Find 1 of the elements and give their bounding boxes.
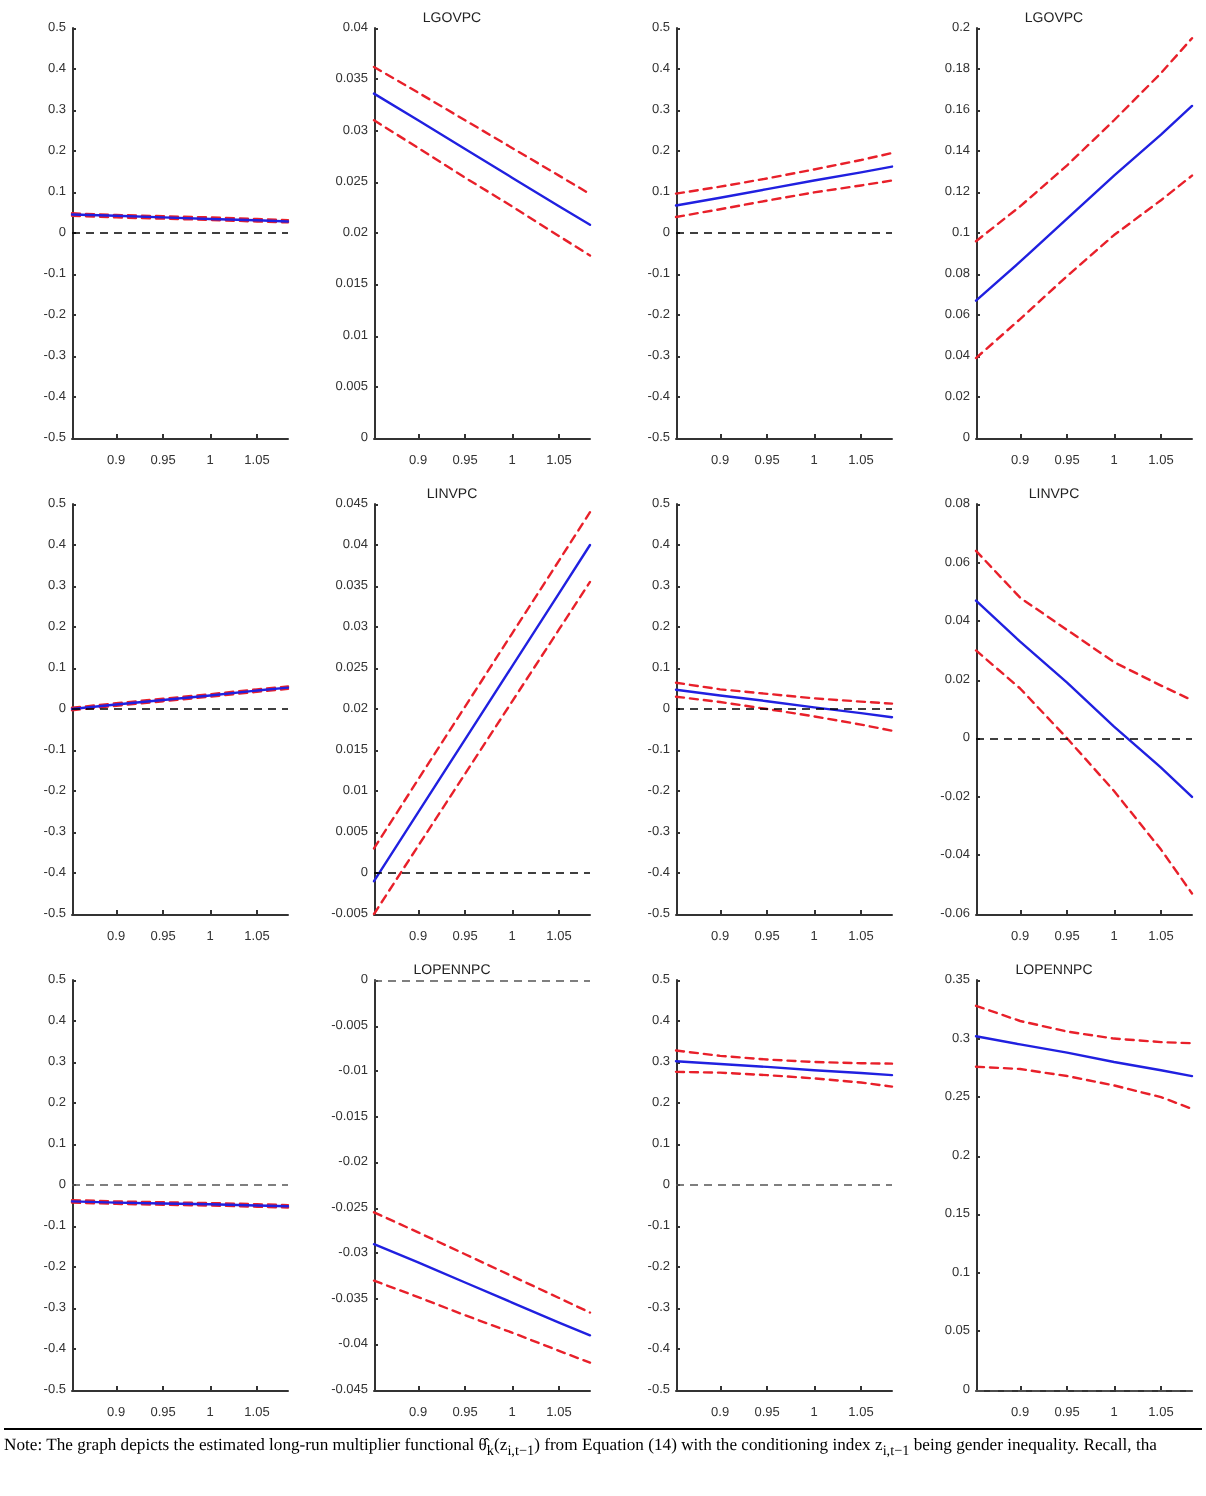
text: Note: The graph depicts the estimated long-run multiplier functional θ̂$_{k}$(z$_{i,t−1}$) from Equation (14) with the conditioning index z$_{i,t−1}$ being gender inequality. Recall, tha xyxy=(4,1428,1202,1462)
